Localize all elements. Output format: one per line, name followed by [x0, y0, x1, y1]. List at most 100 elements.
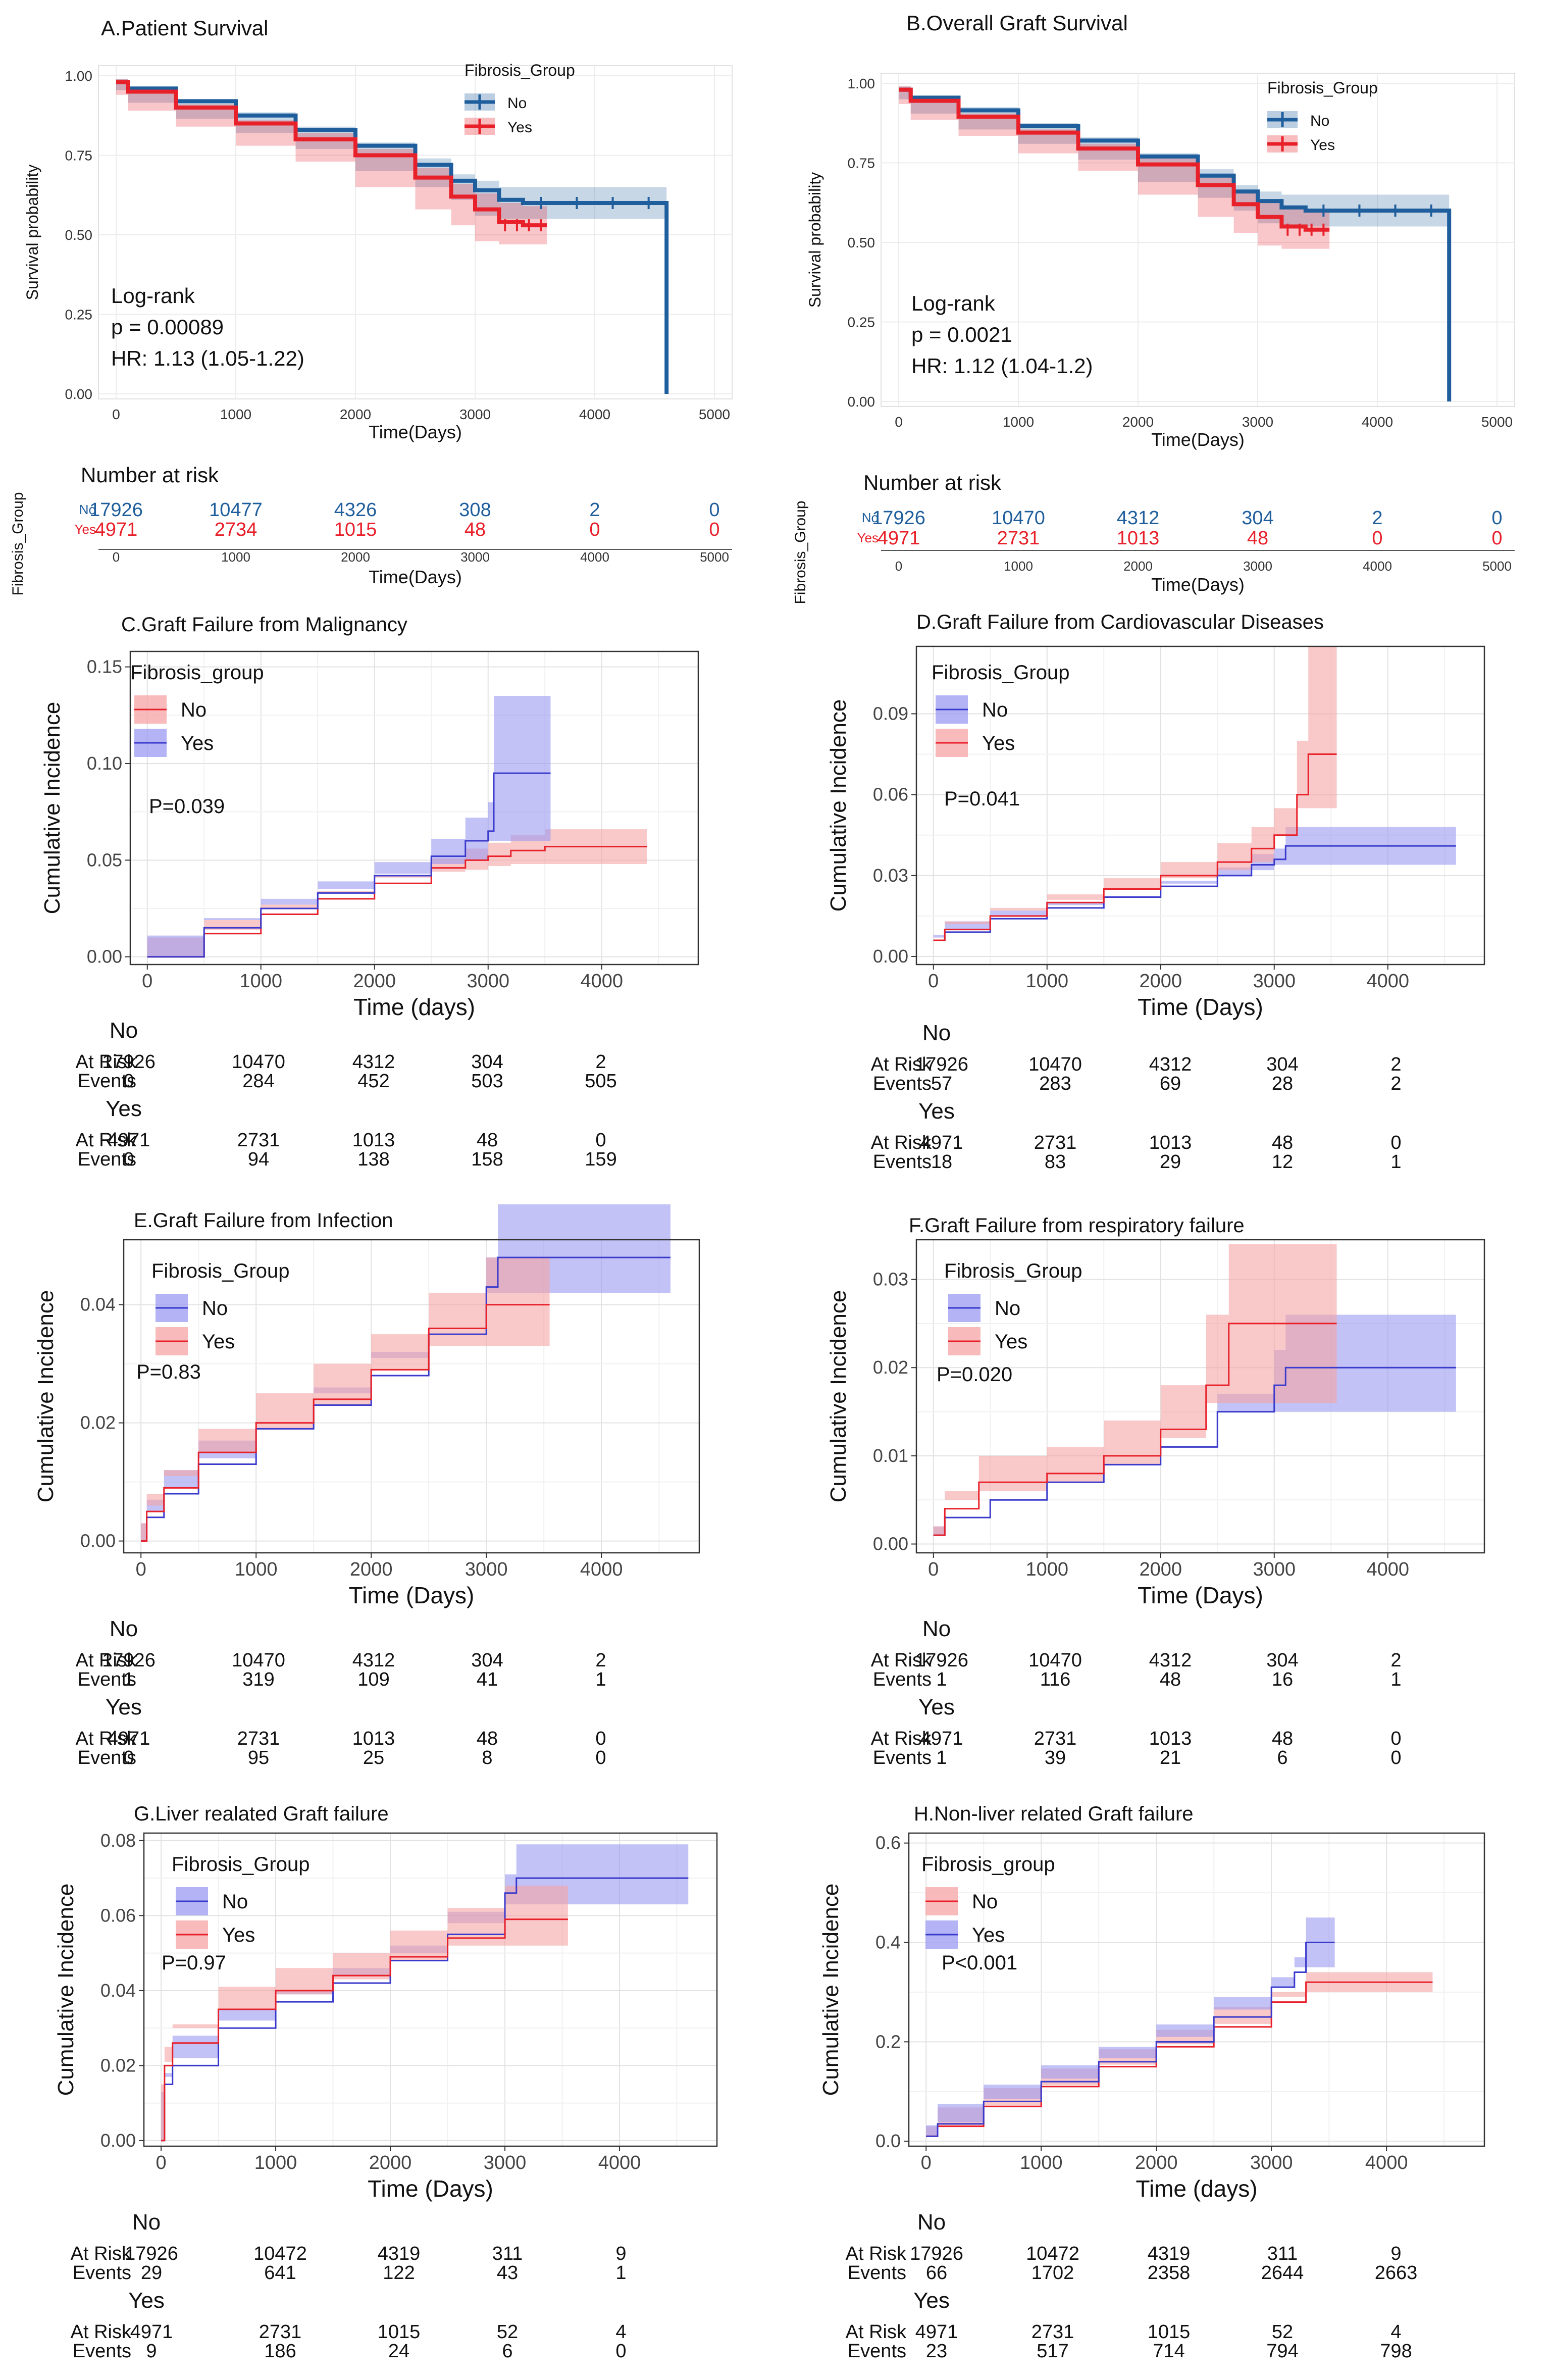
ci-band-no: [933, 827, 1456, 943]
event-count: 794: [1266, 2341, 1298, 2362]
panel-title: B.Overall Graft Survival: [906, 11, 1128, 35]
at-risk-count: 2: [1390, 1054, 1401, 1075]
risk-x-tick: 4000: [1363, 559, 1392, 574]
ci-band-no: [141, 1204, 671, 1541]
at-risk-count: 4312: [1149, 1650, 1192, 1671]
legend-label: Yes: [1310, 137, 1335, 154]
group-label: Yes: [913, 2288, 950, 2313]
events-label: Events: [873, 1747, 932, 1768]
at-risk-count: 1013: [352, 1728, 395, 1749]
legend: Fibrosis_Group No Yes: [151, 1260, 289, 1355]
x-axis-label: Time(Days): [1151, 429, 1245, 450]
event-count: 158: [471, 1149, 503, 1170]
at-risk-count: 52: [497, 2321, 518, 2343]
legend-label: No: [995, 1297, 1020, 1320]
legend-title: Fibrosis_Group: [932, 662, 1069, 684]
event-count: 503: [471, 1071, 503, 1092]
events-label: Events: [873, 1151, 932, 1173]
risk-table-ylabel: Fibrosis_Group: [10, 492, 26, 595]
y-tick-label: 1.00: [65, 68, 93, 84]
ci-band-no: [926, 1972, 1433, 2137]
ci-band-yes: [116, 79, 547, 244]
event-count: 95: [248, 1747, 269, 1768]
event-count: 138: [357, 1149, 389, 1170]
x-tick-label: 0: [156, 2152, 166, 2173]
at-risk-count: 48: [1272, 1132, 1293, 1153]
risk-table-title: Number at risk: [81, 463, 219, 487]
panel-B: B.Overall Graft Survival 0.00 0.25 0.50 0.75…: [792, 11, 1515, 604]
y-axis-label: Cumulative Incidence: [54, 1884, 78, 2096]
x-tick-label: 0: [928, 971, 939, 992]
y-axis-label: Cumulative Incidence: [826, 699, 851, 912]
plot-frame: [915, 645, 1485, 966]
y-axis-label: Cumulative Incidence: [33, 1290, 58, 1503]
p-value: P=0.020: [937, 1363, 1012, 1386]
at-risk-count: 1013: [1149, 1132, 1192, 1153]
x-axis-label: Time (Days): [349, 1582, 475, 1608]
at-risk-count: 4319: [378, 2243, 421, 2264]
risk-count: 2731: [997, 528, 1040, 549]
stat-annotation: HR: 1.13 (1.05-1.22): [111, 346, 304, 370]
incidence-curve-yes: [933, 753, 1337, 941]
risk-x-tick: 1000: [221, 549, 250, 565]
y-tick-label: 0.04: [100, 1980, 136, 2001]
ci-band-no: [147, 829, 647, 957]
y-tick-label: 0.00: [65, 386, 93, 402]
at-risk-count: 4971: [920, 1132, 963, 1153]
at-risk-label: At Risk: [871, 1650, 932, 1671]
group-label: Yes: [106, 1096, 142, 1121]
incidence-curve-no: [161, 1877, 689, 2142]
at-risk-count: 17926: [102, 1051, 156, 1073]
at-risk-count: 311: [492, 2243, 523, 2264]
legend: Fibrosis_Group No Yes: [465, 61, 575, 136]
y-axis-label: Survival probability: [23, 165, 41, 300]
legend: Fibrosis_group No Yes: [921, 1853, 1055, 1949]
x-tick-label: 2000: [1135, 2152, 1178, 2173]
risk-count: 304: [1242, 508, 1273, 529]
at-risk-count: 2731: [1034, 1728, 1077, 1749]
event-count: 94: [248, 1149, 269, 1170]
stat-annotation: Log-rank: [111, 284, 195, 308]
event-count: 29: [141, 2262, 162, 2284]
x-tick-label: 0: [112, 407, 120, 422]
ci-band-yes: [926, 1917, 1335, 2137]
at-risk-count: 48: [477, 1728, 498, 1749]
p-value: P<0.001: [942, 1952, 1017, 1974]
legend-label: No: [972, 1891, 998, 1913]
events-label: Events: [78, 1747, 136, 1768]
y-tick-label: 0.00: [87, 946, 122, 967]
at-risk-count: 10470: [1028, 1054, 1082, 1075]
risk-x-tick: 2000: [341, 549, 370, 565]
at-risk-count: 4971: [108, 1130, 150, 1151]
x-tick-label: 3000: [1242, 414, 1273, 430]
legend-label: Yes: [995, 1331, 1027, 1353]
risk-count: 4326: [334, 499, 377, 521]
panel-title: A.Patient Survival: [101, 16, 269, 40]
at-risk-count: 10472: [1026, 2243, 1079, 2264]
x-tick-label: 4000: [1366, 1559, 1409, 1580]
risk-count: 4971: [878, 528, 920, 549]
at-risk-label: At Risk: [76, 1051, 137, 1073]
x-axis-label: Time(Days): [369, 422, 462, 442]
plot-frame: [129, 650, 699, 966]
y-tick-label: 0.4: [875, 1932, 901, 1953]
risk-count: 1013: [1117, 528, 1160, 549]
x-tick-label: 3000: [1253, 1559, 1296, 1580]
plot-area: [98, 65, 733, 399]
incidence-curve-yes: [926, 1942, 1335, 2137]
at-risk-count: 304: [1266, 1650, 1298, 1671]
x-tick-label: 4000: [580, 971, 623, 992]
at-risk-count: 0: [1390, 1728, 1401, 1749]
event-count: 1: [123, 1669, 134, 1690]
risk-x-tick: 3000: [1243, 559, 1272, 574]
y-tick-label: 0.00: [80, 1531, 116, 1551]
legend-label: No: [202, 1297, 228, 1320]
event-count: 1702: [1032, 2262, 1074, 2284]
at-risk-count: 48: [1272, 1728, 1293, 1749]
x-tick-label: 5000: [1481, 414, 1513, 430]
at-risk-label: At Risk: [76, 1728, 137, 1749]
at-risk-count: 304: [471, 1051, 503, 1073]
risk-count: 48: [1247, 528, 1268, 549]
